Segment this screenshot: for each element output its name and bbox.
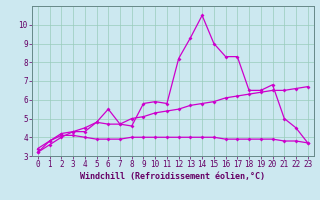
X-axis label: Windchill (Refroidissement éolien,°C): Windchill (Refroidissement éolien,°C) <box>80 172 265 181</box>
